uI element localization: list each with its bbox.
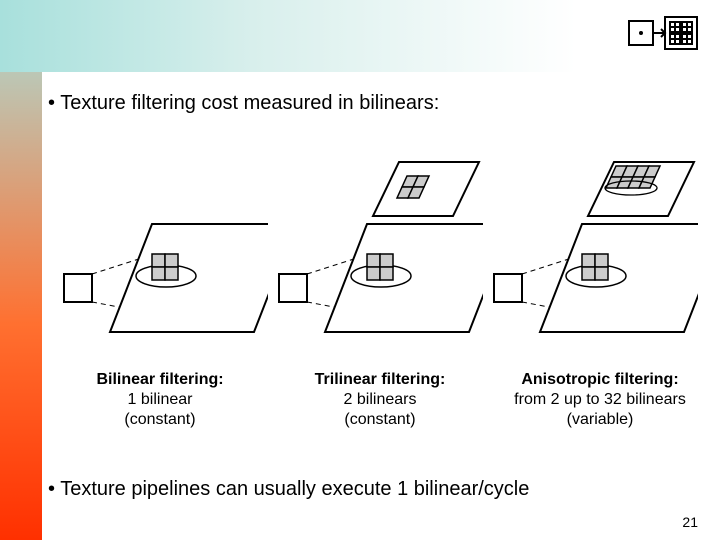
caption-title: Anisotropic filtering: <box>521 371 678 388</box>
caption-trilinear: Trilinear filtering: 2 bilinears (consta… <box>270 370 490 430</box>
caption-line2: (variable) <box>567 411 634 428</box>
caption-title: Trilinear filtering: <box>315 371 446 388</box>
page-number: 21 <box>682 514 698 530</box>
caption-bilinear: Bilinear filtering: 1 bilinear (constant… <box>50 370 270 430</box>
diagram-row <box>58 146 698 346</box>
bullet-2: • Texture pipelines can usually execute … <box>48 478 529 501</box>
caption-line1: 2 bilinears <box>344 391 417 408</box>
caption-line2: (constant) <box>124 411 195 428</box>
captions-row: Bilinear filtering: 1 bilinear (constant… <box>50 370 710 430</box>
caption-line1: from 2 up to 32 bilinears <box>514 391 686 408</box>
caption-anisotropic: Anisotropic filtering: from 2 up to 32 b… <box>490 370 710 430</box>
caption-line1: 1 bilinear <box>128 391 193 408</box>
diagram-trilinear <box>273 146 483 346</box>
side-gradient <box>0 0 42 540</box>
diagram-bilinear <box>58 146 268 346</box>
bullet-1: • Texture filtering cost measured in bil… <box>48 92 439 115</box>
caption-line2: (constant) <box>344 411 415 428</box>
diagram-anisotropic <box>488 146 698 346</box>
logo-icon <box>626 14 700 52</box>
header-bg <box>0 0 720 72</box>
caption-title: Bilinear filtering: <box>96 371 223 388</box>
